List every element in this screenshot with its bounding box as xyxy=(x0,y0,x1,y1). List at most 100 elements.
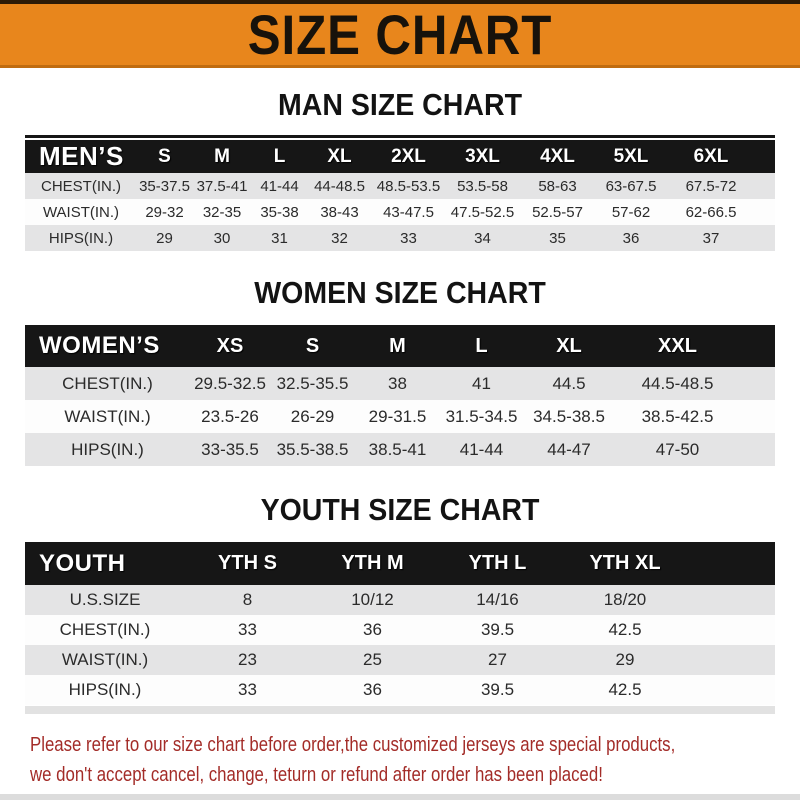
size-cell: 30 xyxy=(192,225,252,252)
size-cell: 44-47 xyxy=(523,433,615,467)
row-label: U.S.SIZE xyxy=(25,585,185,616)
men-size-table: MEN’S S M L XL 2XL 3XL 4XL 5XL 6XL CHEST(IN.) 35-37… xyxy=(25,140,775,252)
order-note-line1: Please refer to our size chart before or… xyxy=(30,734,676,757)
table-row: WAIST(IN.) 23.5-26 26-29 29-31.5 31.5-34.5 34… xyxy=(25,400,775,434)
table-row: WAIST(IN.) 23 25 27 29 xyxy=(25,645,775,676)
column-header: L xyxy=(440,325,523,368)
size-cell: 47-50 xyxy=(615,433,775,467)
size-cell: 25 xyxy=(310,645,435,676)
row-label: CHEST(IN.) xyxy=(25,173,137,200)
size-cell: 14/16 xyxy=(435,585,560,616)
size-cell: 36 xyxy=(310,615,435,646)
size-cell: 32.5-35.5 xyxy=(270,367,355,401)
size-cell: 31.5-34.5 xyxy=(440,400,523,434)
size-cell: 34.5-38.5 xyxy=(523,400,615,434)
size-cell: 36 xyxy=(310,675,435,706)
size-cell: 44.5-48.5 xyxy=(615,367,775,401)
table-header-row: MEN’S S M L XL 2XL 3XL 4XL 5XL 6XL xyxy=(25,140,775,174)
table-row: WAIST(IN.) 29-32 32-35 35-38 38-43 43-47.5 47.… xyxy=(25,199,775,226)
column-header: XL xyxy=(523,325,615,368)
column-header: YTH S xyxy=(185,542,310,586)
size-cell: 29-31.5 xyxy=(355,400,440,434)
women-size-table: WOMEN’S XS S M L XL XXL CHEST(IN.) 29.5-32.5 32.5… xyxy=(25,325,775,467)
table-header-label: YOUTH xyxy=(25,542,185,586)
size-cell: 26-29 xyxy=(270,400,355,434)
column-header: S xyxy=(137,140,192,174)
size-cell: 38-43 xyxy=(307,199,372,226)
column-header: M xyxy=(192,140,252,174)
size-cell: 29.5-32.5 xyxy=(190,367,270,401)
size-cell: 43-47.5 xyxy=(372,199,445,226)
column-header: XL xyxy=(307,140,372,174)
size-cell: 23.5-26 xyxy=(190,400,270,434)
youth-size-table: YOUTH YTH S YTH M YTH L YTH XL U.S.SIZE 8 10/12… xyxy=(25,542,775,706)
table-row: CHEST(IN.) 35-37.5 37.5-41 41-44 44-48.5 48.5… xyxy=(25,173,775,200)
size-cell: 39.5 xyxy=(435,615,560,646)
row-label: HIPS(IN.) xyxy=(25,225,137,252)
size-cell: 33 xyxy=(185,675,310,706)
column-header: 5XL xyxy=(595,140,667,174)
size-cell: 35 xyxy=(520,225,595,252)
section-title-women: WOMEN SIZE CHART xyxy=(254,275,546,311)
size-cell: 39.5 xyxy=(435,675,560,706)
size-cell: 42.5 xyxy=(560,675,775,706)
row-label: CHEST(IN.) xyxy=(25,615,185,646)
size-cell: 37 xyxy=(667,225,775,252)
size-cell: 31 xyxy=(252,225,307,252)
size-cell: 57-62 xyxy=(595,199,667,226)
column-header: YTH XL xyxy=(560,542,775,586)
table-row: HIPS(IN.) 29 30 31 32 33 34 35 36 37 xyxy=(25,225,775,252)
column-header: YTH L xyxy=(435,542,560,586)
column-header: 2XL xyxy=(372,140,445,174)
size-cell: 29-32 xyxy=(137,199,192,226)
size-cell: 27 xyxy=(435,645,560,676)
table-header-label: MEN’S xyxy=(25,140,137,174)
size-chart-banner: SIZE CHART xyxy=(0,0,800,68)
banner-title: SIZE CHART xyxy=(247,2,553,66)
table-row: HIPS(IN.) 33 36 39.5 42.5 xyxy=(25,675,775,706)
size-cell: 58-63 xyxy=(520,173,595,200)
youth-table-bottom-strip xyxy=(25,706,775,715)
size-cell: 33-35.5 xyxy=(190,433,270,467)
column-header: YTH M xyxy=(310,542,435,586)
size-cell: 33 xyxy=(185,615,310,646)
size-cell: 32 xyxy=(307,225,372,252)
size-cell: 44-48.5 xyxy=(307,173,372,200)
size-cell: 33 xyxy=(372,225,445,252)
table-header-label: WOMEN’S xyxy=(25,325,190,368)
size-cell: 48.5-53.5 xyxy=(372,173,445,200)
section-title-youth: YOUTH SIZE CHART xyxy=(260,492,540,528)
column-header: L xyxy=(252,140,307,174)
size-cell: 10/12 xyxy=(310,585,435,616)
size-cell: 29 xyxy=(137,225,192,252)
table-header-row: YOUTH YTH S YTH M YTH L YTH XL xyxy=(25,542,775,586)
row-label: HIPS(IN.) xyxy=(25,675,185,706)
size-cell: 62-66.5 xyxy=(667,199,775,226)
size-cell: 67.5-72 xyxy=(667,173,775,200)
size-cell: 41-44 xyxy=(440,433,523,467)
order-note-line2: we don't accept cancel, change, teturn o… xyxy=(30,764,603,787)
size-cell: 41 xyxy=(440,367,523,401)
column-header: S xyxy=(270,325,355,368)
size-cell: 35-37.5 xyxy=(137,173,192,200)
column-header: 6XL xyxy=(667,140,775,174)
size-cell: 8 xyxy=(185,585,310,616)
size-cell: 42.5 xyxy=(560,615,775,646)
section-title-man: MAN SIZE CHART xyxy=(277,87,523,122)
bottom-edge-strip xyxy=(0,794,800,800)
table-row: HIPS(IN.) 33-35.5 35.5-38.5 38.5-41 41-44 44-… xyxy=(25,433,775,467)
table-row: CHEST(IN.) 29.5-32.5 32.5-35.5 38 41 44.5 44.5… xyxy=(25,367,775,401)
row-label: WAIST(IN.) xyxy=(25,645,185,676)
size-cell: 35.5-38.5 xyxy=(270,433,355,467)
table-row: U.S.SIZE 8 10/12 14/16 18/20 xyxy=(25,585,775,616)
size-cell: 38.5-41 xyxy=(355,433,440,467)
row-label: WAIST(IN.) xyxy=(25,199,137,226)
column-header: M xyxy=(355,325,440,368)
row-label: WAIST(IN.) xyxy=(25,400,190,434)
order-note: Please refer to our size chart before or… xyxy=(30,730,677,790)
size-cell: 41-44 xyxy=(252,173,307,200)
table-header-row: WOMEN’S XS S M L XL XXL xyxy=(25,325,775,368)
women-size-table-wrap: WOMEN’S XS S M L XL XXL CHEST(IN.) 29.5-32.5 32.5… xyxy=(25,325,775,467)
size-cell: 38 xyxy=(355,367,440,401)
